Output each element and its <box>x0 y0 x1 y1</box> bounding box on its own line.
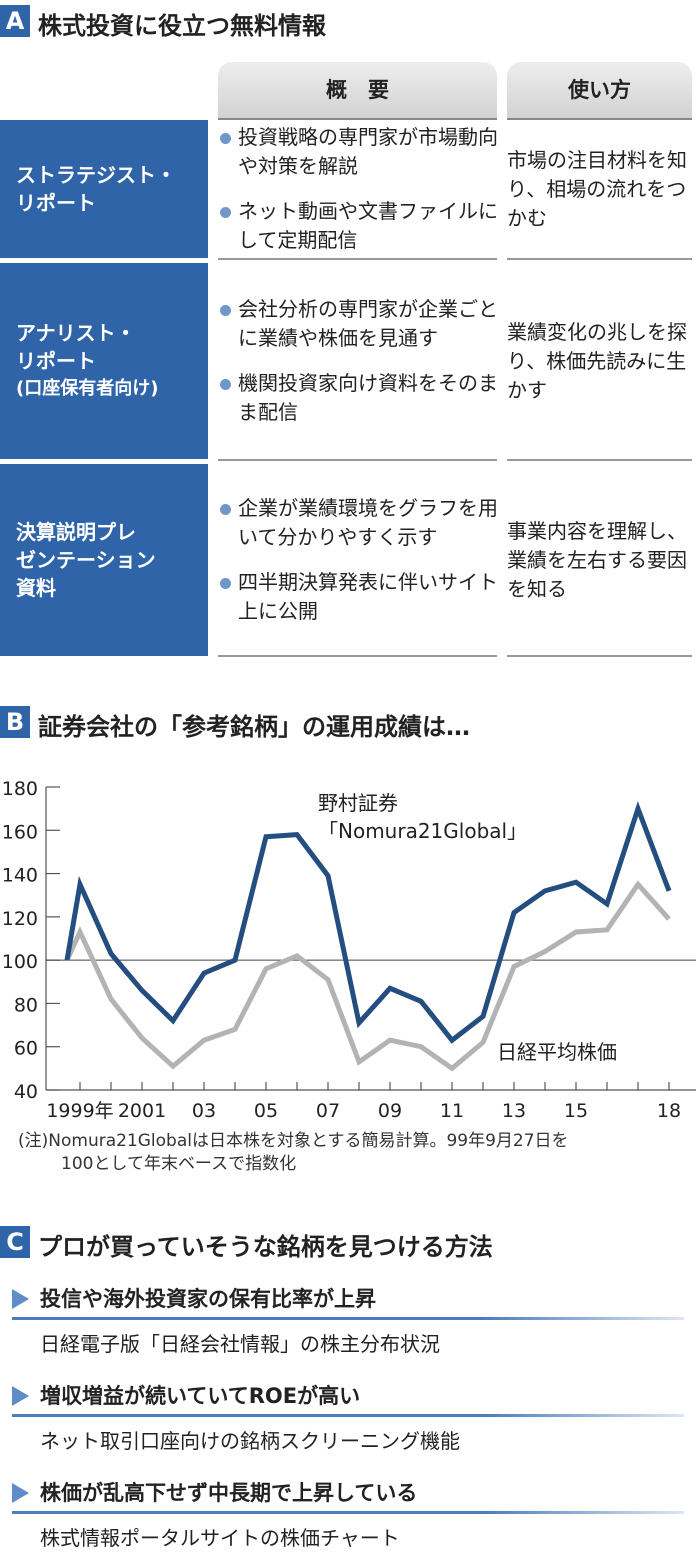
row-divider <box>507 459 692 461</box>
summary-bullet: 投資戦略の専門家が市場動向や対策を解説 <box>218 123 498 181</box>
summary-cell: 会社分析の専門家が企業ごとに業績や株価を見通す 機関投資家向け資料をそのまま配信 <box>218 263 498 459</box>
x-tick-label: 11 <box>440 1100 464 1122</box>
section-c-badge: C <box>0 1226 30 1258</box>
x-tick-label: 18 <box>657 1100 681 1122</box>
y-tick-label: 140 <box>2 865 38 887</box>
section-b-title: 証券会社の「参考銘柄」の運用成績は… <box>38 713 470 741</box>
summary-text: 会社分析の専門家が企業ごとに業績や株価を見通す <box>238 297 498 350</box>
x-tick-label: 03 <box>192 1100 216 1122</box>
row-header-strategist: ストラテジスト・ リポート <box>0 120 208 258</box>
y-tick-label: 80 <box>14 994 38 1016</box>
method-heading: 株価が乱高下せず中長期で上昇している <box>40 1481 418 1505</box>
summary-cell: 企業が業績環境をグラフを用いて分かりやすく示す 四半期決算発表に伴いサイト上に公… <box>218 464 498 656</box>
summary-cell: 投資戦略の専門家が市場動向や対策を解説 ネット動画や文書ファイルにして定期配信 <box>218 120 498 258</box>
y-tick-label: 180 <box>2 778 38 800</box>
y-tick-label: 120 <box>2 908 38 930</box>
bullet-dot-icon <box>220 578 231 589</box>
line-chart: 40 60 80 100 120 140 160 180 1999年 2001 03 05 07 09 11… <box>2 778 696 1122</box>
summary-text: 四半期決算発表に伴いサイト上に公開 <box>238 570 498 623</box>
method-underline <box>12 1317 684 1320</box>
summary-bullet: ネット動画や文書ファイルにして定期配信 <box>218 197 498 255</box>
method-detail: 日経電子版「日経会社情報」の株主分布状況 <box>40 1332 440 1356</box>
section-a-badge: A <box>0 5 30 37</box>
bullet-dot-icon <box>220 504 231 515</box>
bullet-dot-icon <box>220 207 231 218</box>
y-tick-label: 40 <box>14 1081 38 1103</box>
usage-cell: 業績変化の兆しを探り、株価先読みに生かす <box>507 263 692 459</box>
column-header-usage: 使い方 <box>507 62 692 120</box>
summary-bullet: 企業が業績環境をグラフを用いて分かりやすく示す <box>218 494 498 552</box>
row-divider <box>507 258 692 260</box>
x-tick-label: 2001 <box>118 1100 166 1122</box>
summary-text: 投資戦略の専門家が市場動向や対策を解説 <box>238 125 498 178</box>
method-underline <box>12 1414 684 1417</box>
method-item: 株価が乱高下せず中長期で上昇している 株式情報ポータルサイトの株価チャート <box>12 1477 684 1551</box>
summary-bullet: 会社分析の専門家が企業ごとに業績や株価を見通す <box>218 295 498 353</box>
x-tick-label: 13 <box>502 1100 526 1122</box>
y-tick-label: 160 <box>2 821 38 843</box>
usage-cell: 市場の注目材料を知り、相場の流れをつかむ <box>507 120 692 258</box>
summary-text: ネット動画や文書ファイルにして定期配信 <box>238 199 498 252</box>
triangle-icon <box>12 1483 29 1503</box>
bullet-dot-icon <box>220 133 231 144</box>
method-heading: 増収増益が続いていてROEが高い <box>40 1384 361 1408</box>
row-divider <box>218 459 497 461</box>
row-header-line: リポート <box>16 349 96 373</box>
usage-cell: 事業内容を理解し、業績を左右する要因を知る <box>507 464 692 656</box>
x-tick-label: 05 <box>254 1100 278 1122</box>
row-divider <box>218 655 497 657</box>
usage-text: 市場の注目材料を知り、相場の流れをつかむ <box>507 147 687 230</box>
method-item: 投信や海外投資家の保有比率が上昇 日経電子版「日経会社情報」の株主分布状況 <box>12 1283 684 1357</box>
method-heading: 投信や海外投資家の保有比率が上昇 <box>40 1287 376 1311</box>
row-header-line: ゼンテーション <box>16 548 156 572</box>
method-detail: ネット取引口座向けの銘柄スクリーニング機能 <box>40 1429 460 1453</box>
method-underline <box>12 1511 684 1514</box>
triangle-icon <box>12 1289 29 1309</box>
method-detail: 株式情報ポータルサイトの株価チャート <box>40 1526 400 1550</box>
chart-note-line: (注)Nomura21Globalは日本株を対象とする簡易計算。99年9月27日… <box>18 1131 569 1151</box>
chart-note: (注)Nomura21Globalは日本株を対象とする簡易計算。99年9月27日… <box>18 1130 569 1176</box>
row-header-line: 資料 <box>16 576 56 600</box>
row-header-presentation: 決算説明プレ ゼンテーション 資料 <box>0 464 208 656</box>
section-b-badge: B <box>0 706 30 738</box>
summary-bullet: 四半期決算発表に伴いサイト上に公開 <box>218 568 498 626</box>
row-header-line: リポート <box>16 191 96 215</box>
x-tick-label: 07 <box>316 1100 340 1122</box>
summary-bullet: 機関投資家向け資料をそのまま配信 <box>218 369 498 427</box>
section-a-title: 株式投資に役立つ無料情報 <box>38 12 326 40</box>
summary-text: 企業が業績環境をグラフを用いて分かりやすく示す <box>238 496 498 549</box>
bullet-dot-icon <box>220 305 231 316</box>
row-header-line: ストラテジスト・ <box>16 163 176 187</box>
series-label: 野村証券 <box>318 791 398 815</box>
row-header-line: 決算説明プレ <box>16 520 136 544</box>
row-header-line: アナリスト・ <box>16 321 136 345</box>
usage-text: 業績変化の兆しを探り、株価先読みに生かす <box>507 319 687 402</box>
usage-text: 事業内容を理解し、業績を左右する要因を知る <box>507 518 687 601</box>
y-tick-label: 60 <box>14 1038 38 1060</box>
bullet-dot-icon <box>220 379 231 390</box>
row-header-sub: (口座保有者向け) <box>16 378 159 399</box>
chart-note-line: 100として年末ベースで指数化 <box>61 1154 297 1174</box>
series-label: 「Nomura21Global」 <box>318 819 527 843</box>
x-tick-label: 15 <box>564 1100 588 1122</box>
series-label: 日経平均株価 <box>497 1040 617 1064</box>
row-divider <box>218 258 497 260</box>
y-tick-label: 100 <box>2 951 38 973</box>
row-divider <box>507 655 692 657</box>
method-item: 増収増益が続いていてROEが高い ネット取引口座向けの銘柄スクリーニング機能 <box>12 1380 684 1454</box>
x-tick-label: 09 <box>378 1100 402 1122</box>
column-header-summary: 概 要 <box>218 62 497 120</box>
row-header-analyst: アナリスト・ リポート (口座保有者向け) <box>0 263 208 459</box>
section-c-title: プロが買っていそうな銘柄を見つける方法 <box>38 1233 493 1261</box>
summary-text: 機関投資家向け資料をそのまま配信 <box>238 371 498 424</box>
x-tick-label: 1999年 <box>46 1100 113 1122</box>
series-line-nomura21global <box>64 801 672 1044</box>
triangle-icon <box>12 1386 29 1406</box>
